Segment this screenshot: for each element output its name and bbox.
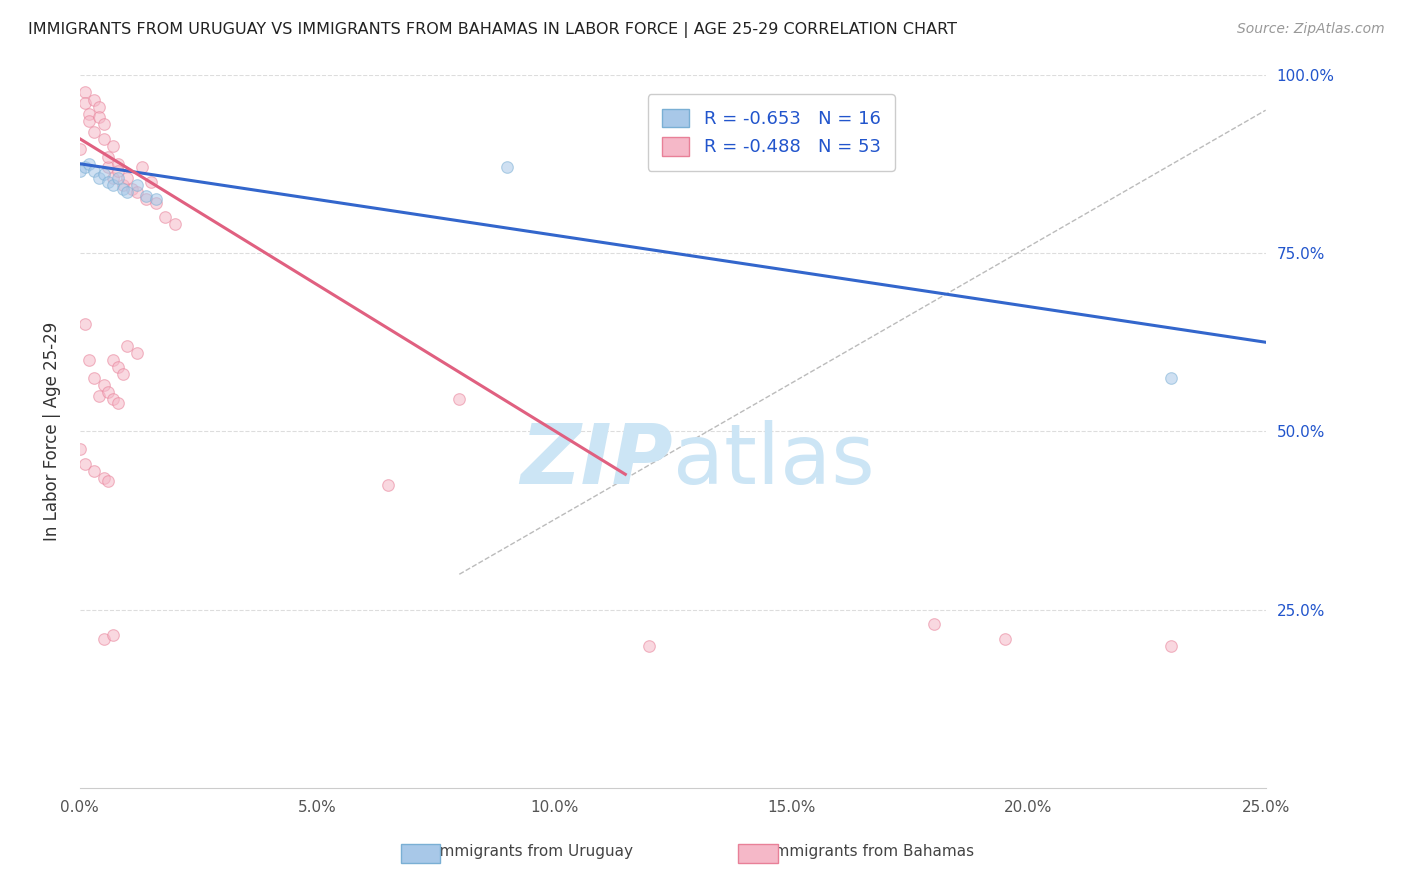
Point [97, 475, 120, 489]
Point [145, 196, 167, 211]
Point [93, 132, 115, 146]
Point [83, 164, 105, 178]
Point [93, 168, 115, 182]
Point [79, 157, 101, 171]
Point [69, 143, 91, 157]
Point [1160, 371, 1182, 385]
Point [73, 161, 96, 175]
Point [107, 164, 129, 178]
Point [93, 471, 115, 485]
Y-axis label: In Labor Force | Age 25-29: In Labor Force | Age 25-29 [44, 322, 60, 541]
Point [83, 464, 105, 478]
Point [93, 378, 115, 392]
Point [994, 632, 1017, 646]
Point [125, 346, 148, 360]
Point [638, 639, 661, 653]
Point [97, 161, 120, 175]
Point [135, 189, 157, 203]
Point [922, 617, 945, 632]
Point [111, 368, 134, 382]
Point [69, 164, 91, 178]
Point [69, 442, 91, 457]
Point [97, 150, 120, 164]
Point [449, 392, 471, 407]
Point [107, 171, 129, 186]
Text: Source: ZipAtlas.com: Source: ZipAtlas.com [1237, 22, 1385, 37]
Point [101, 139, 124, 153]
Point [117, 339, 139, 353]
Point [73, 318, 96, 332]
Point [135, 193, 157, 207]
Point [101, 353, 124, 368]
Point [101, 171, 124, 186]
Point [107, 360, 129, 375]
Point [377, 478, 399, 492]
Point [87, 171, 110, 186]
Point [163, 218, 186, 232]
Point [131, 161, 153, 175]
Point [107, 157, 129, 171]
Point [97, 385, 120, 400]
Point [1160, 639, 1182, 653]
Point [111, 178, 134, 193]
Point [79, 107, 101, 121]
Point [93, 632, 115, 646]
Text: IMMIGRANTS FROM URUGUAY VS IMMIGRANTS FROM BAHAMAS IN LABOR FORCE | AGE 25-29 CO: IMMIGRANTS FROM URUGUAY VS IMMIGRANTS FR… [28, 22, 957, 38]
Point [73, 86, 96, 100]
Point [155, 211, 177, 225]
Point [125, 178, 148, 193]
Point [101, 178, 124, 193]
Point [87, 100, 110, 114]
Point [117, 186, 139, 200]
Point [145, 193, 167, 207]
Text: atlas: atlas [672, 419, 875, 500]
Point [79, 353, 101, 368]
Point [73, 96, 96, 111]
Point [87, 389, 110, 403]
Point [93, 118, 115, 132]
Point [495, 161, 517, 175]
Point [117, 171, 139, 186]
Point [87, 111, 110, 125]
Point [83, 371, 105, 385]
Legend: R = -0.653   N = 16, R = -0.488   N = 53: R = -0.653 N = 16, R = -0.488 N = 53 [648, 95, 896, 171]
Text: Immigrants from Bahamas: Immigrants from Bahamas [769, 845, 974, 859]
Point [73, 457, 96, 471]
Point [139, 175, 162, 189]
Point [97, 175, 120, 189]
Point [107, 396, 129, 410]
Point [79, 114, 101, 128]
Point [83, 125, 105, 139]
Point [111, 182, 134, 196]
Text: Immigrants from Uruguay: Immigrants from Uruguay [436, 845, 633, 859]
Point [125, 186, 148, 200]
Point [121, 182, 143, 196]
Point [101, 628, 124, 642]
Point [101, 392, 124, 407]
Text: ZIP: ZIP [520, 419, 672, 500]
Point [83, 93, 105, 107]
